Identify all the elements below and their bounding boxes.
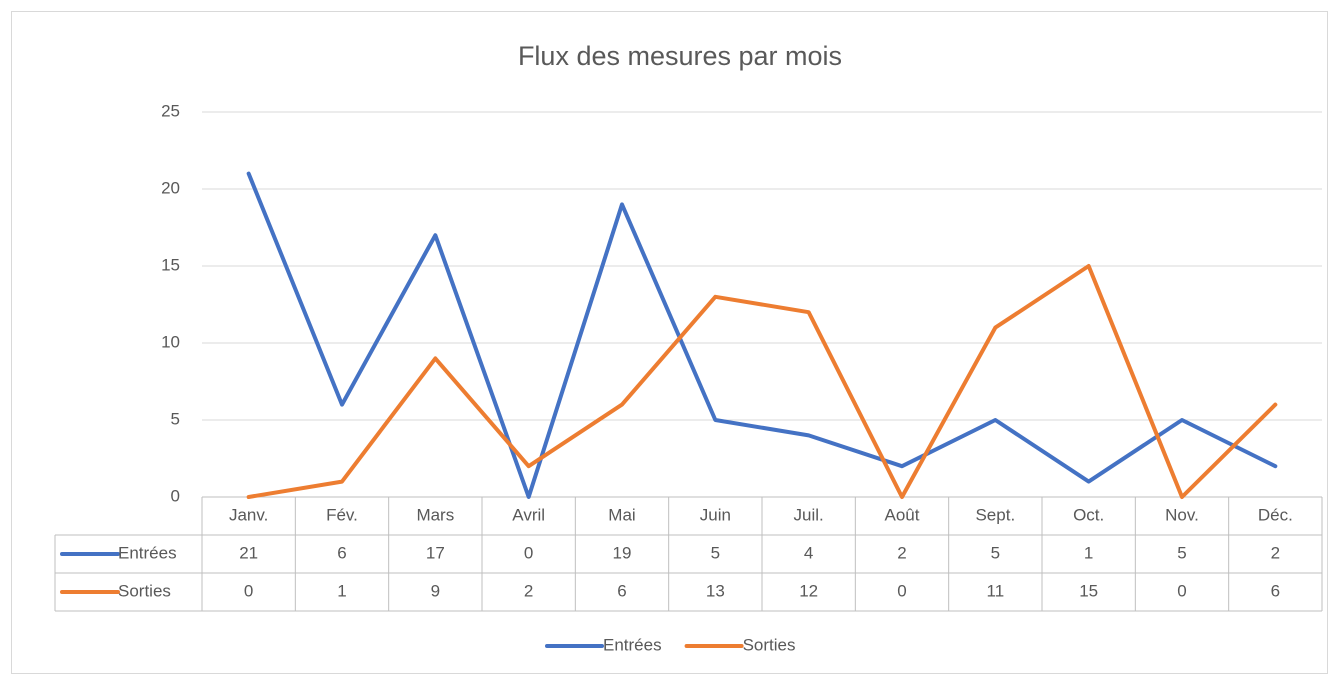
table-value: 15 (1079, 581, 1098, 600)
x-tick-label: Sept. (975, 505, 1015, 524)
table-value: 17 (426, 543, 445, 562)
table-value: 0 (524, 543, 533, 562)
series-line (246, 171, 1278, 499)
y-tick-label: 25 (161, 101, 180, 120)
x-tick-label: Déc. (1258, 505, 1293, 524)
table-value: 2 (897, 543, 906, 562)
table-value: 21 (239, 543, 258, 562)
x-tick-label: Janv. (229, 505, 268, 524)
y-tick-label: 10 (161, 332, 180, 351)
table-value: 2 (524, 581, 533, 600)
table-value: 9 (431, 581, 440, 600)
table-value: 0 (244, 581, 253, 600)
x-tick-label: Oct. (1073, 505, 1104, 524)
y-tick-label: 20 (161, 178, 180, 197)
table-value: 5 (991, 543, 1000, 562)
y-tick-label: 5 (171, 409, 180, 428)
series-line (246, 264, 1278, 499)
x-tick-label: Juin (700, 505, 731, 524)
table-value: 6 (617, 581, 626, 600)
table-value: 6 (337, 543, 346, 562)
y-tick-label: 0 (171, 486, 180, 505)
legend-label: Sorties (743, 635, 796, 654)
x-tick-label: Nov. (1165, 505, 1199, 524)
table-value: 5 (1177, 543, 1186, 562)
legend-label: Entrées (603, 635, 662, 654)
chart-title: Flux des mesures par mois (518, 41, 842, 71)
x-tick-label: Août (885, 505, 920, 524)
table-value: 11 (987, 581, 1005, 600)
table-row-label: Entrées (118, 543, 177, 562)
table-value: 0 (897, 581, 906, 600)
table-value: 6 (1271, 581, 1280, 600)
x-tick-label: Juil. (794, 505, 824, 524)
table-value: 19 (613, 543, 632, 562)
x-tick-label: Avril (512, 505, 545, 524)
x-tick-label: Fév. (326, 505, 358, 524)
y-tick-label: 15 (161, 255, 180, 274)
table-value: 5 (711, 543, 720, 562)
table-value: 4 (804, 543, 813, 562)
x-tick-label: Mars (416, 505, 454, 524)
table-value: 1 (337, 581, 346, 600)
table-row-label: Sorties (118, 581, 171, 600)
table-value: 0 (1177, 581, 1186, 600)
table-value: 2 (1271, 543, 1280, 562)
table-value: 12 (799, 581, 818, 600)
table-value: 1 (1084, 543, 1093, 562)
table-value: 13 (706, 581, 725, 600)
x-tick-label: Mai (608, 505, 635, 524)
